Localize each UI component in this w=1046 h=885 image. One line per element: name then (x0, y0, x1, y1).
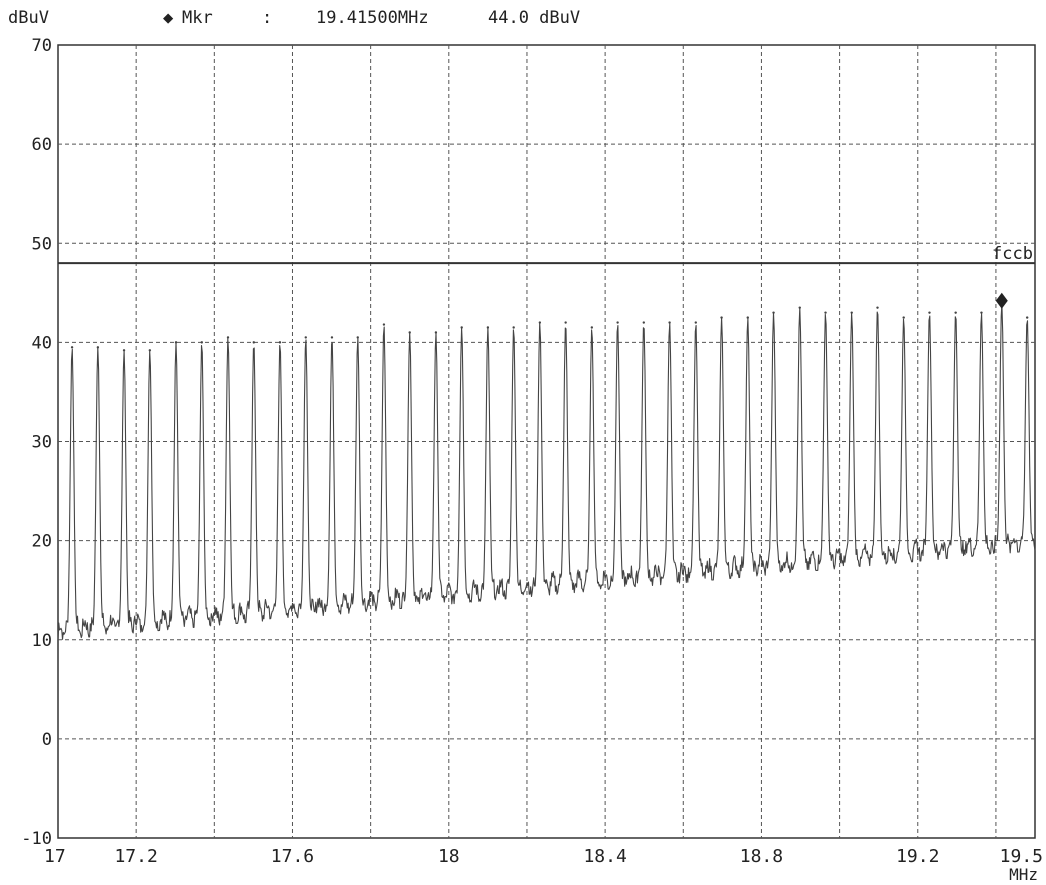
peak-point (746, 316, 749, 319)
peak-point (928, 311, 931, 314)
plot-area (57, 44, 1036, 839)
peak-point (200, 341, 204, 344)
x-tick-label: 17 (44, 846, 66, 867)
x-tick-label: 18.4 (583, 846, 626, 867)
y-tick-label: 50 (32, 234, 52, 254)
y-tick-labels: -10 0 10 20 30 40 50 60 70 (21, 36, 52, 849)
peak-point (824, 311, 827, 314)
limit-line-label: fccb (992, 244, 1033, 264)
peak-point (538, 321, 542, 324)
peak-point (720, 316, 723, 319)
spectrum-trace (57, 303, 1036, 640)
peak-point (564, 321, 567, 324)
peak-point (902, 316, 905, 319)
peak-point (876, 306, 879, 309)
peak-point (1025, 316, 1029, 319)
peak-point (96, 346, 100, 349)
peak-point (434, 331, 438, 334)
x-tick-label: 18 (438, 846, 460, 867)
peak-point (486, 326, 490, 329)
y-tick-label: 40 (32, 333, 52, 353)
marker-level-readout: 44.0 dBuV (488, 8, 580, 28)
x-tick-label: 18.8 (740, 846, 783, 867)
peak-point (122, 349, 126, 352)
marker-separator: : (262, 8, 272, 28)
peak-point (148, 349, 152, 352)
marker-symbol: ◆ (163, 8, 174, 28)
x-tick-label: 17.2 (114, 846, 157, 867)
peak-point (642, 321, 646, 324)
peak-point (70, 346, 74, 349)
peak-point (382, 323, 386, 326)
y-tick-label: 10 (32, 631, 52, 651)
peak-point (304, 336, 307, 339)
peak-point (850, 311, 853, 314)
peak-point (252, 341, 255, 344)
peak-point (226, 336, 230, 339)
grid-lines (58, 45, 1035, 838)
x-tick-label: 19.2 (896, 846, 939, 867)
peak-point (616, 321, 619, 324)
peak-point (980, 311, 983, 314)
peak-point (694, 321, 697, 324)
peak-point (460, 326, 463, 329)
peak-point (278, 341, 282, 344)
y-tick-label: -10 (21, 829, 52, 849)
peak-point (408, 331, 411, 334)
x-tick-label: 19.5 (1000, 846, 1043, 867)
marker-frequency-readout: 19.41500MHz (316, 8, 429, 28)
peak-point (668, 321, 671, 324)
y-tick-label: 30 (32, 433, 52, 453)
peak-point (954, 311, 957, 314)
x-axis-unit-label: MHz (1009, 865, 1038, 884)
y-tick-label: 70 (32, 36, 52, 56)
y-tick-label: 0 (42, 730, 52, 750)
y-tick-label: 60 (32, 135, 52, 155)
peak-point (356, 336, 359, 339)
peak-point (590, 326, 594, 329)
marker-diamond-icon (995, 292, 1008, 309)
peak-point (798, 306, 801, 309)
y-tick-label: 20 (32, 532, 52, 552)
y-axis-unit-label: dBuV (8, 8, 49, 28)
peak-point (512, 326, 515, 329)
peak-point (772, 311, 775, 314)
peak-points (70, 301, 1029, 352)
x-tick-label: 17.6 (271, 846, 314, 867)
peak-point (174, 341, 178, 344)
x-tick-labels: 17 17.2 17.6 18 18.4 18.8 19.2 19.5 (44, 846, 1043, 867)
peak-point (330, 336, 334, 339)
marker-label: Mkr (182, 8, 213, 28)
